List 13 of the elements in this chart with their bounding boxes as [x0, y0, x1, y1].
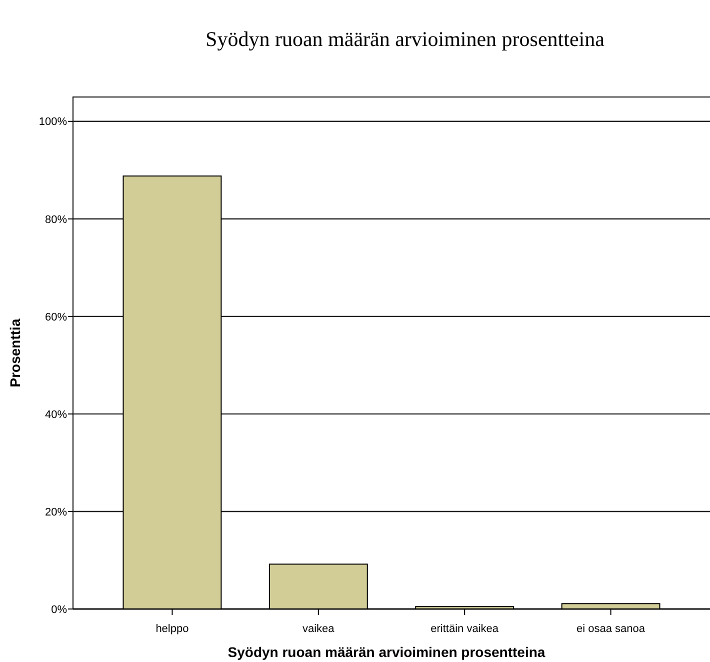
x-tick-label: ei osaa sanoa	[576, 623, 646, 635]
y-tick-label: 60%	[44, 311, 68, 324]
y-tick-label: 80%	[44, 214, 68, 226]
chart-title: Syödyn ruoan määrän arvioiminen prosentteina	[206, 27, 606, 51]
y-tick-label: 20%	[44, 506, 68, 518]
x-axis-title: Syödyn ruoan määrän arvioiminen prosentteina	[228, 644, 546, 660]
y-tick-label: 0%	[51, 604, 68, 616]
y-axis-title: Prosenttia	[7, 318, 23, 388]
y-tick-label: 100%	[38, 116, 68, 128]
x-tick-label: erittäin vaikea	[430, 623, 500, 635]
x-tick-label: helppo	[156, 623, 189, 635]
y-tick-label: 40%	[44, 408, 68, 421]
x-tick-label: vaikea	[302, 623, 336, 635]
